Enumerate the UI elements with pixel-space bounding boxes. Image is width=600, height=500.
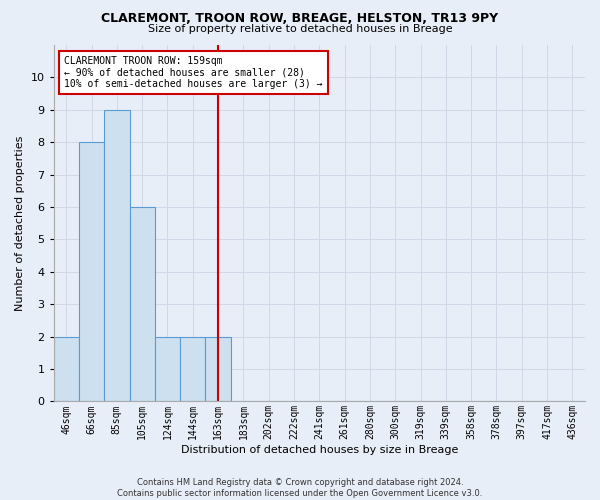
Bar <box>180 336 205 402</box>
Bar <box>79 142 104 402</box>
Text: Contains HM Land Registry data © Crown copyright and database right 2024.
Contai: Contains HM Land Registry data © Crown c… <box>118 478 482 498</box>
Bar <box>104 110 130 402</box>
Bar <box>53 336 79 402</box>
Text: Size of property relative to detached houses in Breage: Size of property relative to detached ho… <box>148 24 452 34</box>
Text: CLAREMONT TROON ROW: 159sqm
← 90% of detached houses are smaller (28)
10% of sem: CLAREMONT TROON ROW: 159sqm ← 90% of det… <box>64 56 323 89</box>
Bar <box>155 336 180 402</box>
X-axis label: Distribution of detached houses by size in Breage: Distribution of detached houses by size … <box>181 445 458 455</box>
Text: CLAREMONT, TROON ROW, BREAGE, HELSTON, TR13 9PY: CLAREMONT, TROON ROW, BREAGE, HELSTON, T… <box>101 12 499 26</box>
Bar <box>130 207 155 402</box>
Y-axis label: Number of detached properties: Number of detached properties <box>15 136 25 311</box>
Bar <box>205 336 231 402</box>
